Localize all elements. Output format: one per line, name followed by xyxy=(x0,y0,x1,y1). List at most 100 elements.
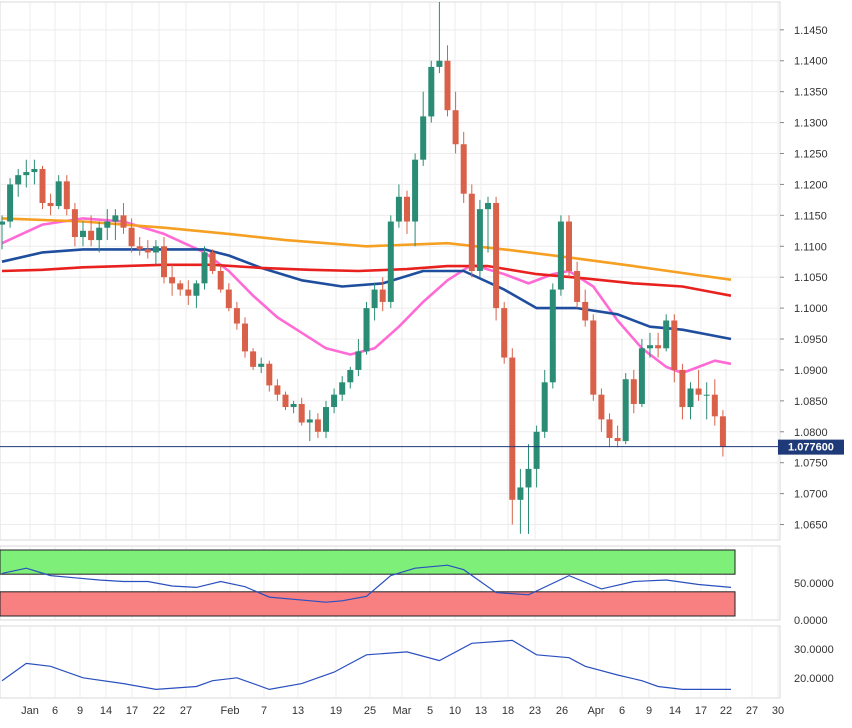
candle-body xyxy=(39,168,46,203)
x-tick-label: 13 xyxy=(475,705,487,717)
candle-body xyxy=(7,184,14,222)
x-tick-label: 14 xyxy=(100,705,112,717)
candle-body xyxy=(719,416,726,447)
candle-body xyxy=(209,252,216,271)
candle-body xyxy=(687,388,694,408)
candle-body xyxy=(298,403,305,423)
candle-body xyxy=(590,320,597,395)
x-tick-label: Jan xyxy=(21,705,39,717)
x-tick-label: 13 xyxy=(292,705,304,717)
candle-body xyxy=(363,308,370,352)
indicator-1-tick-label: 50.0000 xyxy=(794,578,834,590)
x-tick-label: 30 xyxy=(772,705,784,717)
candle-body xyxy=(468,193,475,271)
candle-body xyxy=(63,181,70,210)
y-tick-label: 1.1300 xyxy=(794,118,828,130)
candle-body xyxy=(436,60,443,67)
candle-body xyxy=(225,289,232,309)
indicator-2-line xyxy=(1,639,731,691)
x-tick-label: 26 xyxy=(556,705,568,717)
candle-body xyxy=(217,271,224,290)
x-tick-label: 25 xyxy=(364,705,376,717)
candle-body xyxy=(161,246,167,278)
y-tick-label: 1.0750 xyxy=(794,458,828,470)
candle-body xyxy=(15,175,22,185)
candle-body xyxy=(314,419,321,432)
candle-body xyxy=(169,277,176,284)
last-price-box xyxy=(778,439,844,455)
candle-body xyxy=(493,202,500,309)
candle-body xyxy=(0,221,5,225)
x-tick-label: 19 xyxy=(330,705,342,717)
x-tick-label: 6 xyxy=(619,705,625,717)
y-tick-label: 1.0950 xyxy=(794,334,828,346)
indicator-2-pane: 30.0000 20.0000 xyxy=(1,639,834,691)
x-tick-label: 10 xyxy=(449,705,461,717)
candle-body xyxy=(120,215,127,228)
candle-body xyxy=(533,431,540,469)
candle-body xyxy=(630,379,637,404)
moving-average-line xyxy=(1,263,732,297)
axes: 1.1450 1.1400 1.1350 1.1300 1.1250 1.1200 1.11… xyxy=(0,25,828,532)
candle-body xyxy=(679,369,686,408)
candle-body xyxy=(306,419,313,423)
x-tick-label: Feb xyxy=(221,705,240,717)
candle-body xyxy=(663,320,670,349)
x-tick-label: Apr xyxy=(587,705,604,717)
indicator-1-tick-label: 0.0000 xyxy=(794,615,828,627)
y-tick-label: 1.1400 xyxy=(794,56,828,68)
x-tick-label: 23 xyxy=(529,705,541,717)
candle-body xyxy=(96,227,103,241)
candle-body xyxy=(323,407,329,432)
candle-body xyxy=(412,159,419,222)
candle-body xyxy=(420,116,427,160)
candle-body xyxy=(509,357,516,500)
overbought-zone xyxy=(0,549,736,575)
candle-body xyxy=(404,196,410,222)
y-tick-label: 1.0700 xyxy=(794,489,828,501)
candle-body xyxy=(395,196,402,222)
candle-body xyxy=(476,209,483,271)
x-tick-label: 18 xyxy=(502,705,514,717)
candle-body xyxy=(258,363,265,367)
candle-body xyxy=(541,382,548,432)
candle-body xyxy=(104,221,111,228)
candle-body xyxy=(136,246,143,250)
candle-body xyxy=(112,215,119,222)
y-tick-label: 1.1250 xyxy=(794,149,828,161)
x-tick-label: 17 xyxy=(126,705,138,717)
candle-body xyxy=(582,301,589,321)
candles xyxy=(0,2,726,534)
candle-body xyxy=(517,487,524,500)
indicator-1-line xyxy=(1,564,732,603)
candle-body xyxy=(371,289,378,309)
y-tick-label: 1.0900 xyxy=(794,365,828,377)
y-tick-label: 1.1100 xyxy=(794,241,827,253)
candle-body xyxy=(549,289,556,383)
y-tick-label: 1.1200 xyxy=(794,179,828,191)
moving-average-line xyxy=(1,217,732,281)
candle-body xyxy=(331,394,338,408)
x-tick-label: 9 xyxy=(646,705,652,717)
candle-body xyxy=(655,345,662,349)
y-tick-label: 1.1050 xyxy=(794,272,828,284)
indicator-2-tick-label: 30.0000 xyxy=(794,644,834,656)
candle-body xyxy=(452,110,459,145)
candle-body xyxy=(355,351,362,370)
candle-body xyxy=(614,437,621,442)
candle-body xyxy=(460,144,467,194)
indicator-2-tick-label: 20.0000 xyxy=(794,673,834,685)
candle-body xyxy=(282,394,289,408)
y-tick-label: 1.1450 xyxy=(794,25,828,37)
y-tick-label: 1.0850 xyxy=(794,396,828,408)
candle-body xyxy=(55,181,62,207)
x-tick-label: 22 xyxy=(153,705,165,717)
x-tick-label: 22 xyxy=(720,705,732,717)
candle-body xyxy=(152,246,159,253)
candle-body xyxy=(428,66,435,117)
candle-body xyxy=(31,168,38,173)
indicator-1-pane: 50.0000 0.0000 xyxy=(0,549,834,627)
candle-body xyxy=(128,227,135,247)
x-tick-label: 7 xyxy=(261,705,267,717)
candle-body xyxy=(233,308,240,324)
